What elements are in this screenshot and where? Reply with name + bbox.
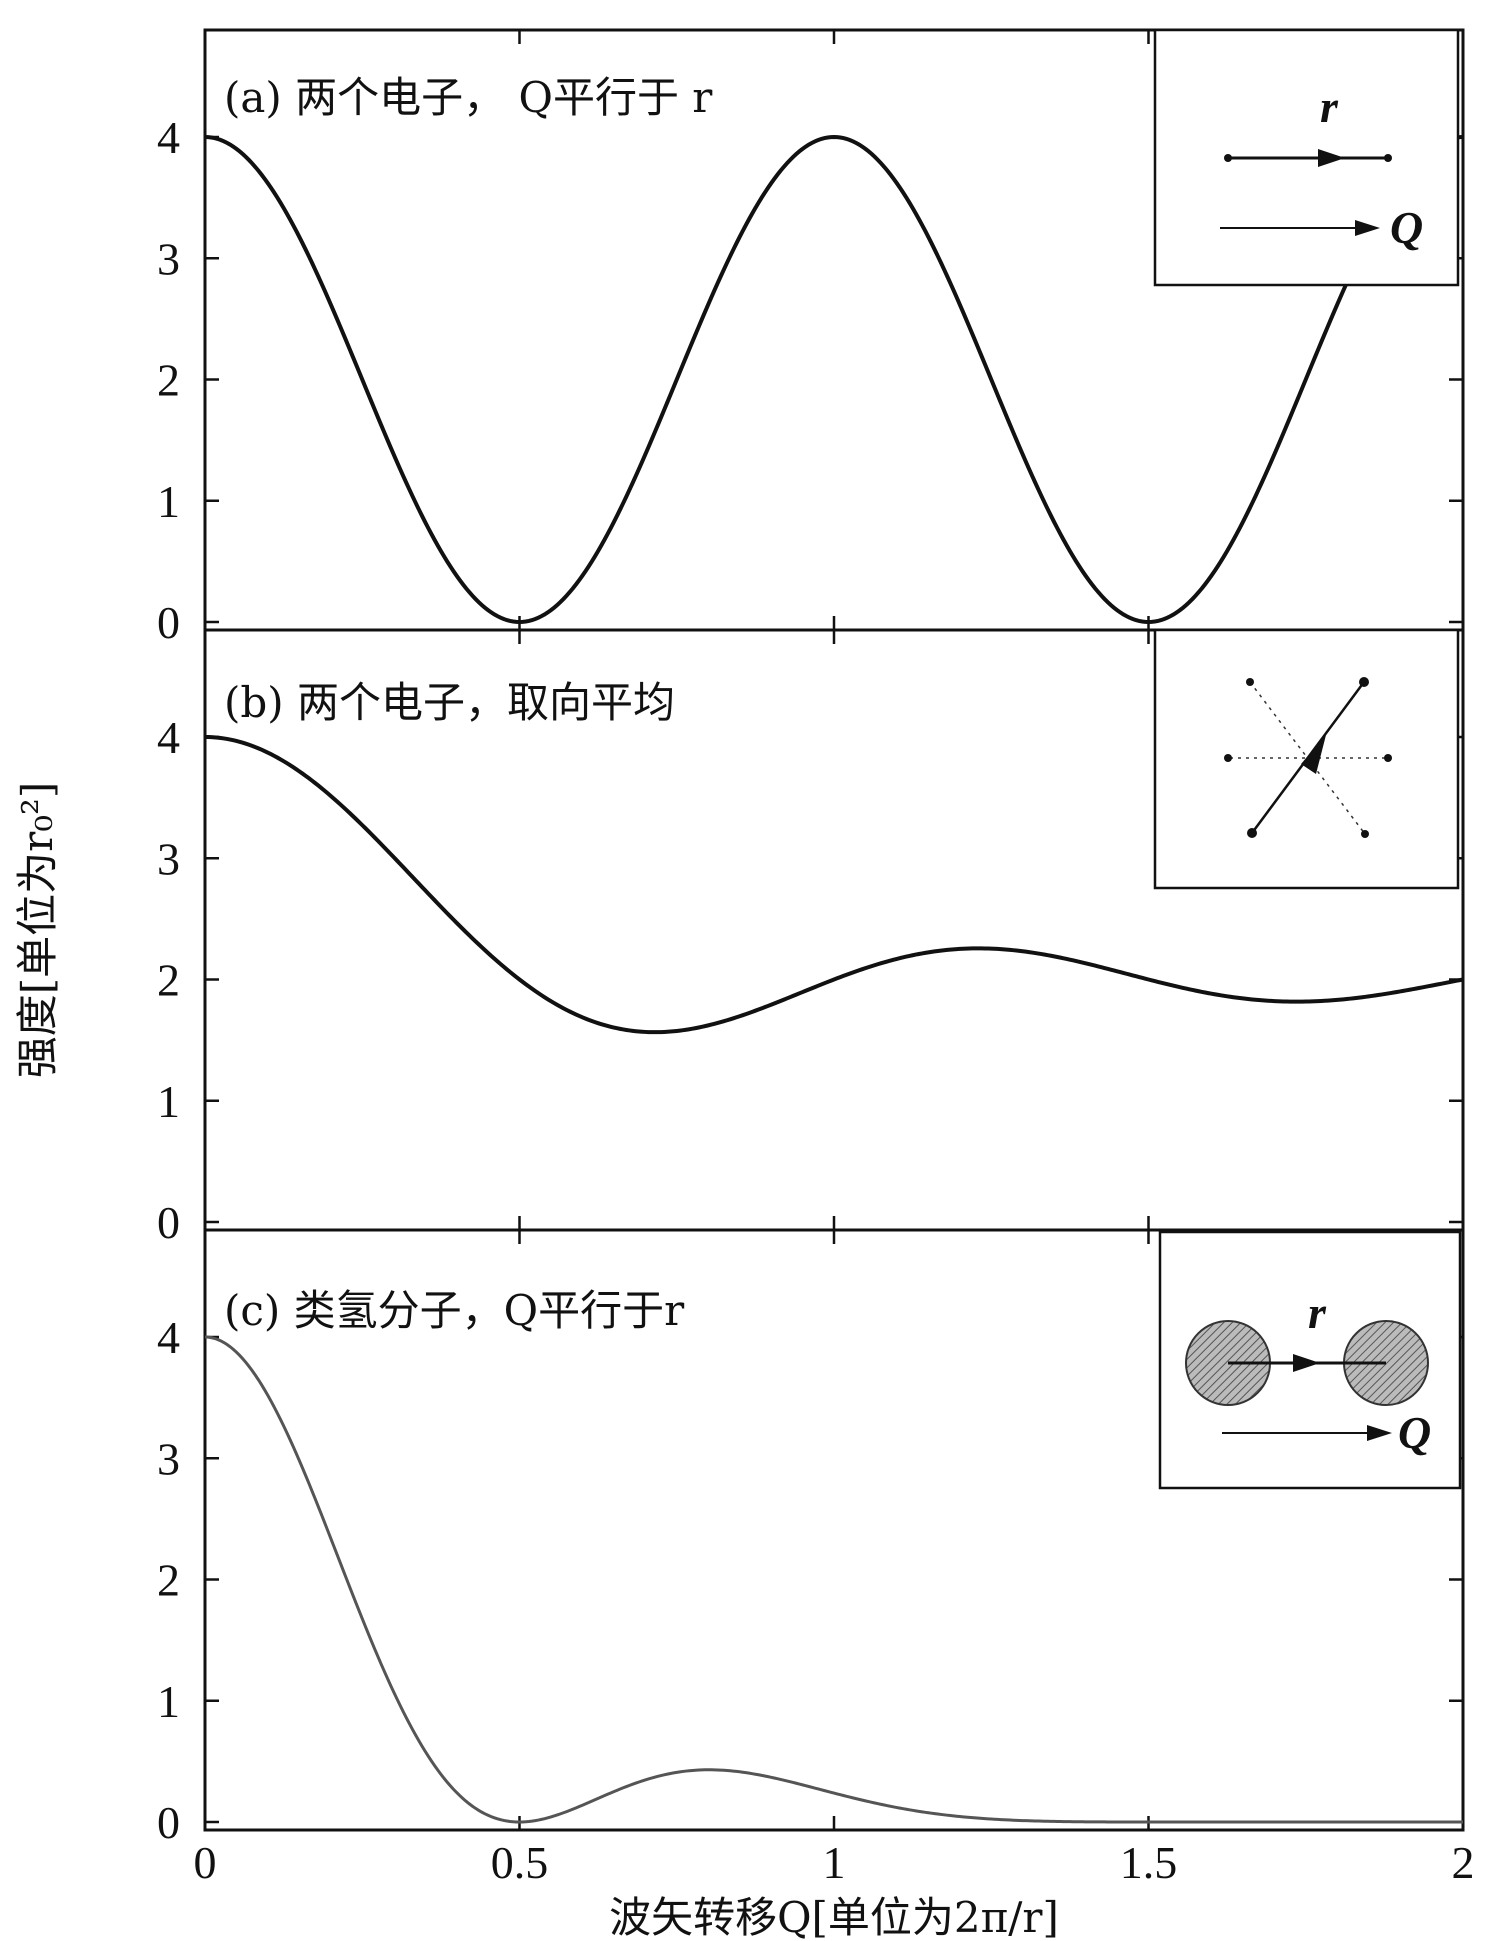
y-axis-label: 强度[单位为r₀²] [13,782,62,1079]
x-axis-label: 波矢转移Q[单位为2π/r] [609,1893,1059,1941]
panel-c-ytick-label-3: 3 [157,1433,180,1484]
panel-b-ytick-label-2: 2 [157,955,180,1006]
inset-b-dot-2 [1359,677,1369,687]
x-tick-label-1: 1 [823,1837,846,1888]
panel-c-curve [204,1335,1463,1824]
inset-a-electron-1 [1224,154,1232,162]
panel-b-ticks: 0 1 2 3 4 [157,630,1465,1248]
inset-b-arrowhead [1301,735,1326,774]
panel-c-ytick-label-1: 1 [157,1676,180,1727]
panel-b-title: (b) 两个电子，取向平均 [224,678,675,727]
panel-c-ytick-label-0: 0 [157,1797,180,1848]
inset-a-r-label: r [1320,81,1339,132]
panel-a-inset: r Q [1153,28,1460,287]
inset-a-q-label: Q [1390,202,1423,253]
panel-a-ytick-label-4: 4 [157,112,180,163]
panel-a-ytick-label-3: 3 [157,233,180,284]
panel-a-ytick-label-2: 2 [157,355,180,406]
panel-c-ytick-label-4: 4 [157,1312,180,1363]
panel-b-ytick-label-1: 1 [157,1076,180,1127]
inset-c-q-arrowhead [1367,1425,1392,1441]
panel-a-title: (a) 两个电子， Q平行于 r [224,73,713,122]
inset-c-r-label: r [1308,1287,1327,1338]
inset-b-dot-5 [1247,828,1257,838]
panel-c: (c) 类氢分子，Q平行于r 0 1 2 3 4 r Q [157,1228,1465,1848]
inset-a-q-arrowhead [1355,220,1380,236]
panel-b-ytick-label-4: 4 [157,712,180,763]
panel-c-ytick-label-2: 2 [157,1555,180,1606]
panel-a-ytick-label-0: 0 [157,597,180,648]
x-tick-label-1.5: 1.5 [1120,1837,1178,1888]
inset-b-dot-4 [1384,754,1392,762]
inset-a-r-arrowhead [1318,149,1345,167]
panel-c-ticks: 0 1 2 3 4 [157,1230,1465,1848]
panel-c-inset: r Q [1158,1230,1462,1490]
inset-b-dot-1 [1246,678,1254,686]
panel-b-curve [204,735,1464,1035]
x-tick-label-0: 0 [194,1837,217,1888]
inset-c-r-arrowhead [1293,1354,1320,1372]
inset-c-q-label: Q [1398,1407,1431,1458]
panel-b-ytick-label-0: 0 [157,1197,180,1248]
x-tick-label-0.5: 0.5 [491,1837,549,1888]
panel-b-ytick-label-3: 3 [157,833,180,884]
panel-c-title: (c) 类氢分子，Q平行于r [224,1286,685,1335]
inset-b-dot-6 [1361,830,1369,838]
panel-a-ytick-label-1: 1 [157,476,180,527]
panel-b: (b) 两个电子，取向平均 0 1 2 3 4 [157,628,1465,1248]
x-tick-labels: 0 0.5 1 1.5 2 [194,1837,1475,1888]
inset-a-electron-2 [1384,154,1392,162]
inset-b-dot-3 [1224,754,1232,762]
panel-a: (a) 两个电子， Q平行于 r 0 1 2 3 4 r Q [157,28,1465,648]
x-tick-label-2: 2 [1452,1837,1475,1888]
panel-b-inset [1153,628,1460,890]
panel-a-curve [204,134,1464,625]
